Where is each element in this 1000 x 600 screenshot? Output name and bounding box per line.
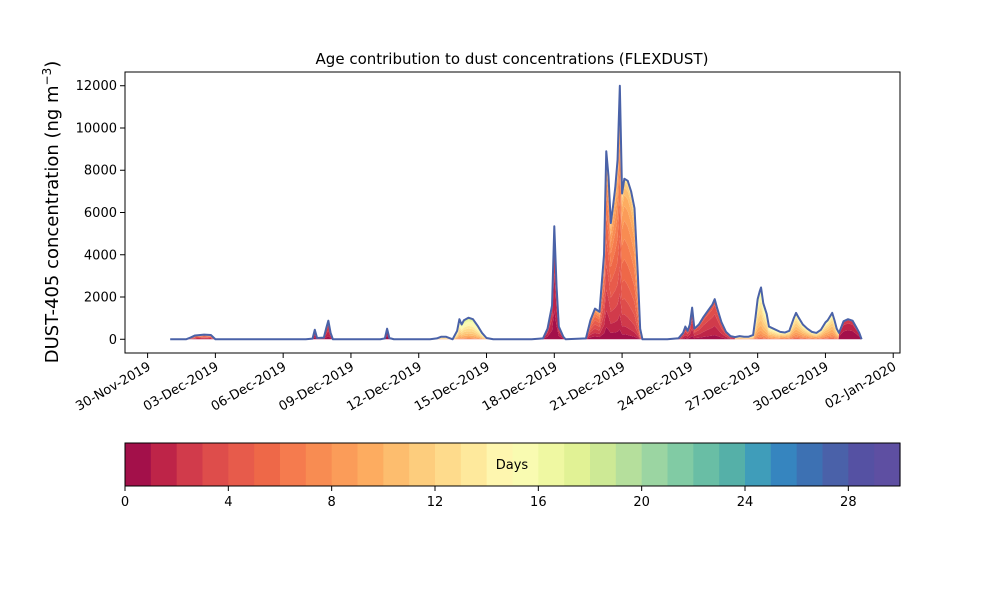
colorbar-segment <box>512 443 539 486</box>
x-axis: 30-Nov-201903-Dec-201906-Dec-201909-Dec-… <box>73 353 899 415</box>
colorbar-tick-label: 4 <box>224 495 232 510</box>
colorbar-segment <box>150 443 178 486</box>
colorbar-segment <box>538 443 565 486</box>
chart-title: Age contribution to dust concentrations … <box>316 50 709 68</box>
colorbar-tick-label: 8 <box>328 495 336 510</box>
colorbar-segment <box>667 443 694 486</box>
colorbar-segment <box>590 443 617 486</box>
y-axis-label-exponent: −3 <box>40 68 54 86</box>
y-tick-label: 6000 <box>84 206 117 221</box>
colorbar-segment <box>305 443 333 486</box>
y-tick-label: 2000 <box>84 291 117 306</box>
colorbar-segment <box>848 443 875 486</box>
colorbar-tick-label: 20 <box>633 495 650 510</box>
colorbar-segment <box>641 443 669 486</box>
colorbar-segment <box>383 443 410 486</box>
colorbar-segment <box>176 443 204 486</box>
colorbar-tick-label: 12 <box>427 495 444 510</box>
y-tick-label: 0 <box>109 333 117 348</box>
colorbar-segment <box>357 443 384 486</box>
colorbar-segment <box>770 443 798 486</box>
colorbar <box>124 442 901 487</box>
colorbar-segment <box>693 443 720 486</box>
x-tick-label: 03-Dec-2019 <box>141 359 221 414</box>
colorbar-segment <box>615 443 643 486</box>
x-tick-label: 09-Dec-2019 <box>277 359 357 414</box>
y-axis: 0 2000 4000 6000 8000 10000 12000 <box>76 79 125 348</box>
colorbar-segment <box>796 443 824 486</box>
plot-frame <box>124 71 901 354</box>
colorbar-segment <box>486 443 514 486</box>
colorbar-frame <box>124 442 901 487</box>
colorbar-segment <box>564 443 591 486</box>
x-tick-label: 06-Dec-2019 <box>209 359 289 414</box>
colorbar-segment <box>409 443 436 486</box>
colorbar-segment <box>202 443 229 486</box>
colorbar-segment <box>280 443 307 486</box>
colorbar-segment <box>822 443 849 486</box>
colorbar-segment <box>228 443 255 486</box>
y-axis-label-close: ) <box>42 61 63 68</box>
x-tick-label: 12-Dec-2019 <box>344 359 424 414</box>
x-tick-label: 30-Dec-2019 <box>751 359 831 414</box>
colorbar-segment <box>874 443 901 486</box>
colorbar-tick-label: 28 <box>840 495 857 510</box>
colorbar-tick-label: 24 <box>737 495 754 510</box>
y-tick-label: 10000 <box>76 121 117 136</box>
x-tick-label: 24-Dec-2019 <box>615 359 695 414</box>
y-axis-label: DUST-405 concentration (ng m−3) <box>40 61 63 364</box>
y-tick-label: 4000 <box>84 248 117 263</box>
colorbar-segment <box>745 443 772 486</box>
x-tick-label: 15-Dec-2019 <box>412 359 492 414</box>
x-tick-label: 02-Jan-2020 <box>823 359 900 412</box>
colorbar-segment <box>125 443 152 486</box>
y-axis-label-main: DUST-405 concentration (ng m <box>42 85 63 363</box>
y-tick-label: 8000 <box>84 164 117 179</box>
x-tick-label: 27-Dec-2019 <box>683 359 763 414</box>
colorbar-segment <box>460 443 488 486</box>
colorbar-segment <box>435 443 462 486</box>
colorbar-segment <box>719 443 746 486</box>
colorbar-segment <box>331 443 359 486</box>
colorbar-segment <box>254 443 281 486</box>
x-tick-label: 18-Dec-2019 <box>480 359 560 414</box>
colorbar-axis: 0 4 8 12 16 20 24 28 <box>121 486 857 510</box>
plot-area <box>170 84 863 341</box>
total-concentration-line <box>170 84 863 341</box>
colorbar-label: Days <box>496 458 529 473</box>
colorbar-tick-label: 16 <box>530 495 547 510</box>
y-tick-label: 12000 <box>76 79 117 94</box>
colorbar-tick-label: 0 <box>121 495 129 510</box>
x-tick-label: 30-Nov-2019 <box>73 359 153 414</box>
x-tick-label: 21-Dec-2019 <box>548 359 628 414</box>
